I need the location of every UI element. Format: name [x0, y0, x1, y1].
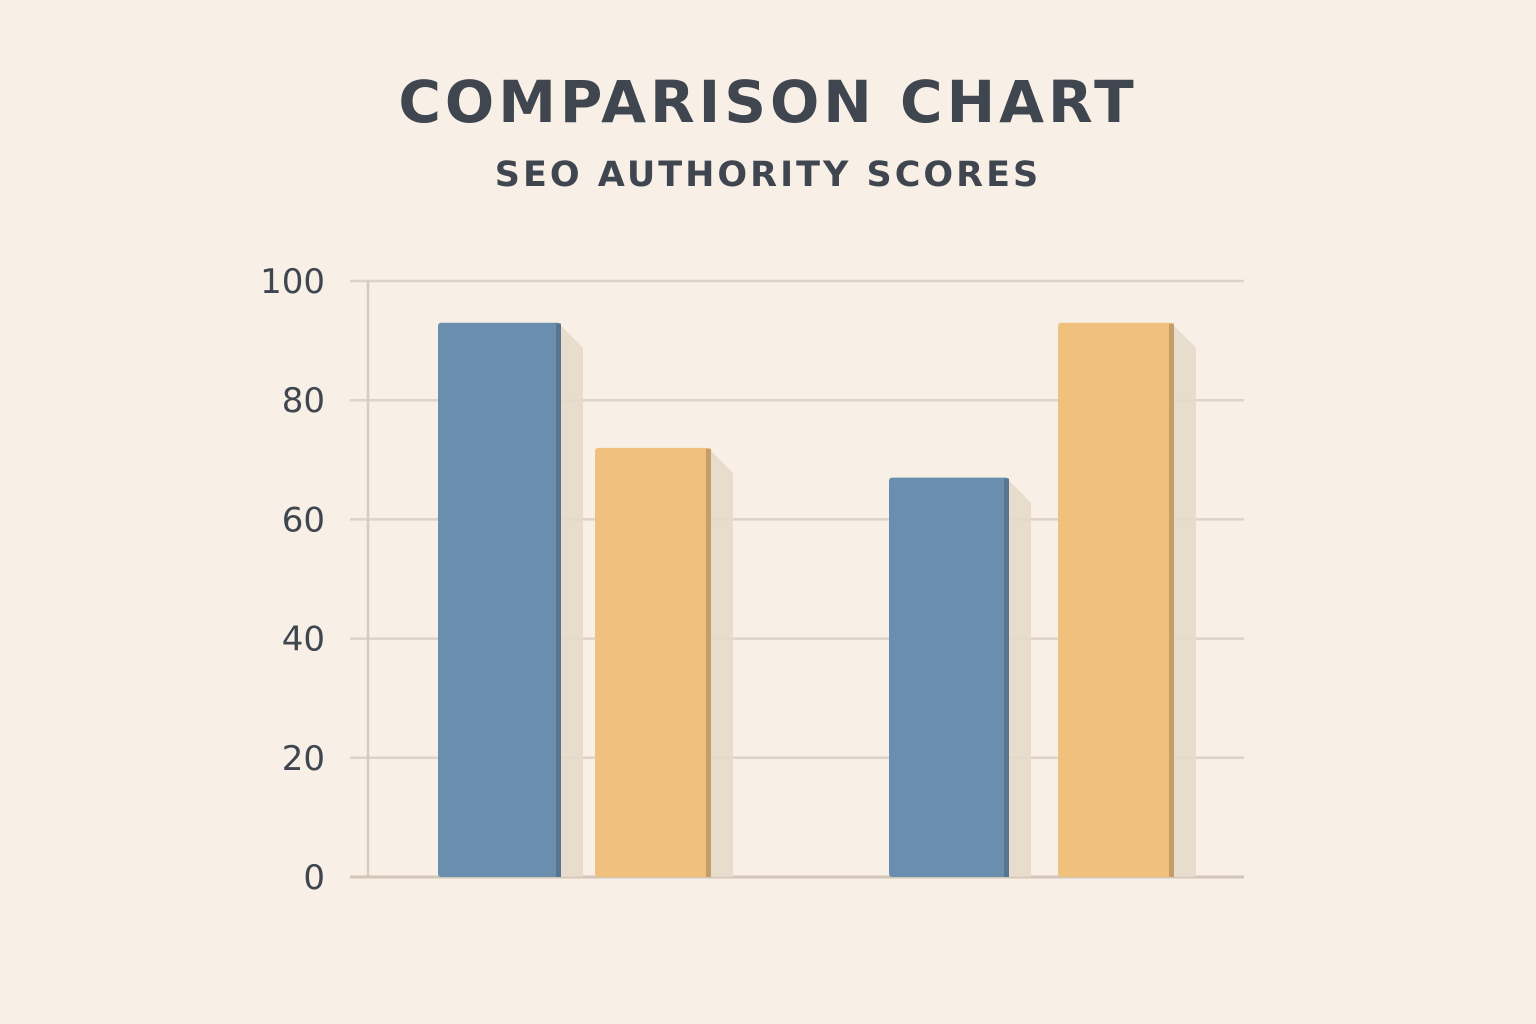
bar-s1-g2: [889, 477, 1009, 877]
bars: [438, 322, 1174, 878]
bar-edge-s1-g1: [556, 323, 561, 878]
bar-edge-s1-g2: [1004, 478, 1009, 877]
y-tick-label-0: 0: [303, 858, 325, 898]
bar-s1-g1: [438, 322, 561, 878]
bar-s2-g2: [1058, 322, 1174, 878]
bar-edge-s2-g1: [706, 448, 711, 877]
y-tick-label-80: 80: [282, 381, 325, 421]
bar-shadow-s1-g2: [1009, 480, 1031, 877]
y-tick-label-100: 100: [260, 262, 325, 302]
bar-edge-s2-g2: [1169, 323, 1174, 878]
y-tick-label-60: 60: [282, 500, 325, 540]
bar-s2-g1: [595, 447, 711, 877]
chart-subtitle: SEO AUTHORITY SCORES: [494, 155, 1042, 195]
y-tick-label-20: 20: [282, 739, 325, 779]
bar-shadow-s1-g1: [561, 325, 583, 878]
chart-title: COMPARISON CHART: [398, 68, 1138, 136]
y-tick-label-40: 40: [282, 620, 325, 660]
bar-shadow-s2-g1: [711, 450, 733, 877]
bar-shadows: [561, 325, 1196, 878]
bar-shadow-s2-g2: [1174, 325, 1196, 878]
y-tick-labels: 0 20 40 60 80 100: [260, 262, 325, 898]
